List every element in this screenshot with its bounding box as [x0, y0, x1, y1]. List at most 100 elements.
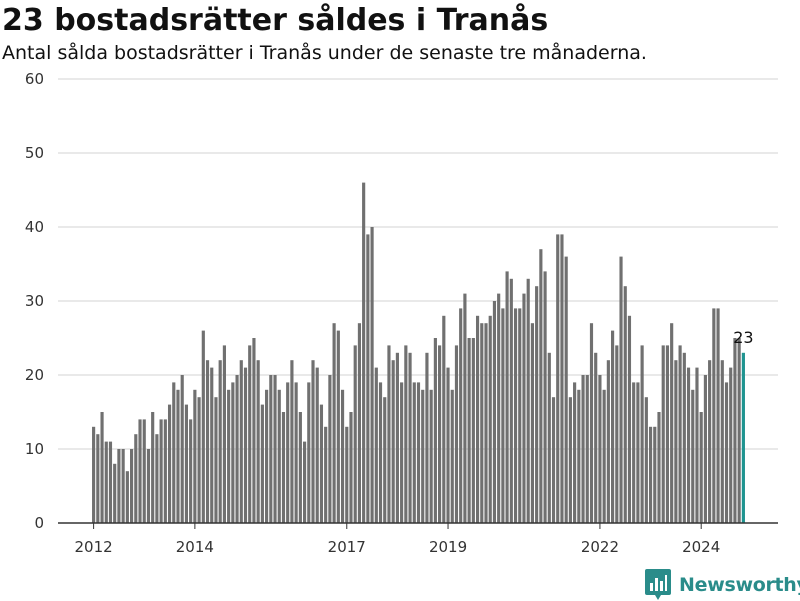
bar [556, 234, 560, 523]
bar [201, 330, 205, 523]
bar [480, 323, 484, 523]
bar [311, 360, 315, 523]
bar [167, 404, 172, 523]
bar [450, 389, 454, 523]
x-tick-label: 2024 [682, 538, 720, 556]
bar [197, 397, 201, 523]
y-tick-label: 30 [25, 292, 44, 310]
bar [737, 338, 741, 523]
bar [568, 397, 572, 523]
bar [678, 345, 682, 523]
bar [416, 382, 421, 523]
bar [243, 367, 248, 523]
bar [155, 434, 159, 523]
bar [703, 375, 707, 523]
bar [615, 345, 619, 523]
bar [560, 234, 564, 523]
bar [644, 397, 648, 523]
bar [252, 338, 256, 523]
bar [172, 382, 176, 523]
bar [383, 397, 387, 523]
bar [307, 382, 311, 523]
bar [492, 301, 497, 523]
bar [315, 367, 319, 523]
bar [142, 419, 146, 523]
bar [648, 426, 653, 523]
chart-subtitle: Antal sålda bostadsrätter i Tranås under… [2, 42, 647, 64]
bar [589, 323, 594, 523]
bar [454, 345, 459, 523]
bar [720, 360, 724, 523]
bar [193, 389, 197, 523]
bar [151, 412, 155, 523]
bar [277, 389, 281, 523]
bar [184, 404, 189, 523]
bar [239, 360, 243, 523]
bar [594, 352, 598, 523]
bar [530, 323, 534, 523]
bar [319, 404, 324, 523]
bar [539, 249, 543, 523]
bar [349, 412, 353, 523]
bar [256, 360, 260, 523]
bar [665, 345, 670, 523]
bar [117, 449, 121, 523]
bar [712, 308, 716, 523]
bar [421, 389, 425, 523]
bar [404, 345, 408, 523]
bar [636, 382, 640, 523]
bar [227, 389, 231, 523]
bar [475, 315, 480, 523]
bar [547, 352, 551, 523]
bar [265, 389, 269, 523]
bar [408, 352, 412, 523]
bar [543, 271, 547, 523]
bar [374, 367, 378, 523]
bar [281, 412, 286, 523]
bar [391, 360, 395, 523]
bar [303, 441, 307, 523]
bar [248, 345, 252, 523]
bar [96, 434, 100, 523]
bar [661, 345, 665, 523]
bar [298, 412, 302, 523]
bar [231, 382, 235, 523]
bar [716, 308, 720, 523]
bar [121, 449, 125, 523]
x-tick-label: 2012 [75, 538, 113, 556]
bar [674, 360, 678, 523]
bar [345, 426, 349, 523]
bar [357, 323, 362, 523]
bar [400, 382, 404, 523]
bar [602, 389, 606, 523]
bar [146, 449, 151, 523]
bar [235, 375, 239, 523]
bar [733, 338, 737, 523]
bar [189, 419, 193, 523]
bar [218, 360, 222, 523]
chart-title: 23 bostadsrätter såldes i Tranås [2, 3, 549, 38]
bar [412, 382, 416, 523]
bar [640, 345, 644, 523]
brand-logo: Newsworthy [645, 569, 800, 601]
bar [370, 227, 374, 523]
bar [92, 426, 96, 523]
bar [632, 382, 636, 523]
bar [108, 441, 113, 523]
bar [522, 293, 526, 523]
bar [488, 315, 492, 523]
bar [459, 308, 463, 523]
bar [425, 352, 429, 523]
bar [463, 293, 467, 523]
bar [260, 404, 264, 523]
bar [467, 338, 471, 523]
bar [134, 434, 138, 523]
bar [657, 412, 661, 523]
bar [438, 345, 442, 523]
bar [269, 375, 273, 523]
bar [446, 367, 450, 523]
bar [353, 345, 357, 523]
bar [471, 338, 475, 523]
bar [324, 426, 328, 523]
